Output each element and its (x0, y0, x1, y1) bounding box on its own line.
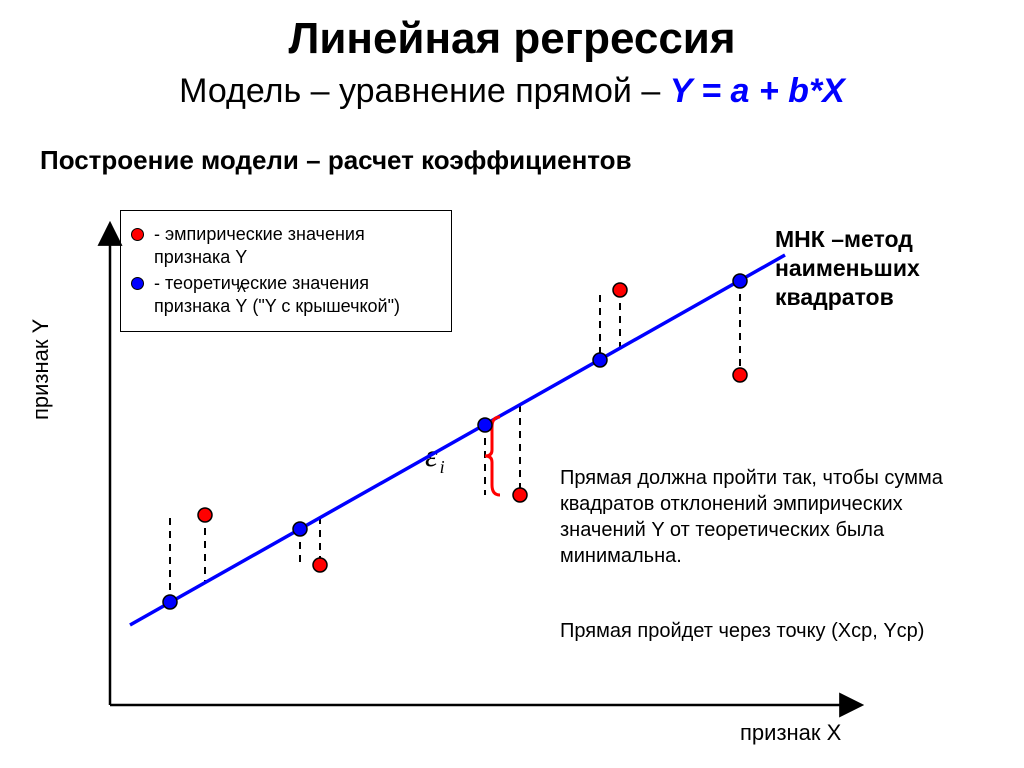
section-heading: Построение модели – расчет коэффициентов (40, 145, 632, 176)
equation: Y = a + b*X (670, 72, 845, 110)
page-title: Линейная регрессия (0, 14, 1024, 64)
subtitle: Модель – уравнение прямой – Y = a + b*X (0, 72, 1024, 111)
subtitle-prefix: Модель – уравнение прямой – (179, 72, 670, 110)
slide: Линейная регрессия Модель – уравнение пр… (0, 0, 1024, 768)
regression-chart (40, 195, 984, 750)
chart-svg (40, 195, 984, 750)
